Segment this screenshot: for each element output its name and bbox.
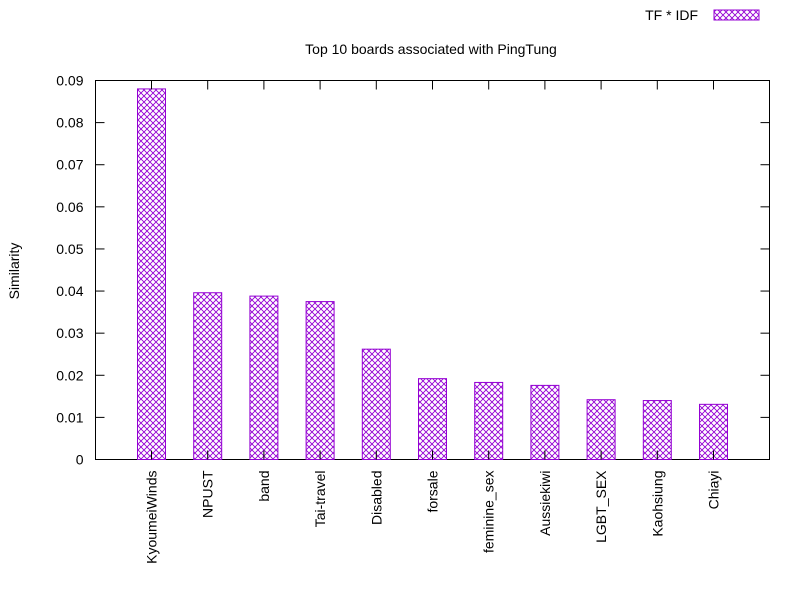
x-tick-label: band: [256, 471, 272, 502]
y-tick-label: 0.04: [56, 283, 83, 299]
bar-chiayi: [699, 403, 728, 460]
x-tick-label: Aussiekiwi: [537, 471, 553, 536]
bar-forsale: [418, 378, 447, 460]
y-tick-label: 0.06: [56, 199, 83, 215]
x-tick-label: LGBT_SEX: [593, 470, 609, 543]
y-axis-ticks: 0 0.01 0.02 0.03 0.04 0.05 0.06 0.07 0.08 0.09: [56, 73, 770, 468]
x-tick-label: NPUST: [200, 470, 216, 518]
y-tick-label: 0: [76, 452, 84, 468]
y-tick-label: 0.03: [56, 325, 83, 341]
bars: [137, 88, 728, 461]
x-tick-label: KyoumeiWinds: [144, 471, 160, 564]
x-tick-label: Disabled: [368, 471, 384, 525]
y-tick-label: 0.05: [56, 241, 83, 257]
bar-disabled: [361, 348, 391, 460]
y-axis-label: Similarity: [6, 243, 22, 300]
y-tick-label: 0.07: [56, 157, 83, 173]
y-tick-label: 0.01: [56, 409, 83, 425]
x-tick-label: Chiayi: [706, 471, 722, 510]
x-tick-label: Kaohsiung: [649, 471, 665, 537]
x-tick-label: forsale: [425, 470, 441, 512]
legend-swatch: [713, 9, 760, 21]
x-tick-label: feminine_sex: [481, 471, 497, 554]
legend: TF * IDF: [645, 7, 760, 23]
bar-kyoumeiwinds: [137, 88, 166, 461]
x-axis-ticks: KyoumeiWinds NPUST band Tai-travel Disabled f…: [144, 80, 722, 564]
bar-tai-travel: [305, 301, 335, 461]
bar-npust: [193, 292, 223, 460]
x-tick-label: Tai-travel: [312, 471, 328, 528]
legend-label: TF * IDF: [645, 7, 698, 23]
y-tick-label: 0.09: [56, 73, 83, 89]
bar-aussiekiwi: [530, 384, 560, 460]
bar-feminine-sex: [474, 381, 504, 461]
bar-band: [249, 295, 279, 460]
chart-title: Top 10 boards associated with PingTung: [305, 41, 557, 57]
y-tick-label: 0.08: [56, 115, 83, 131]
y-tick-label: 0.02: [56, 367, 83, 383]
